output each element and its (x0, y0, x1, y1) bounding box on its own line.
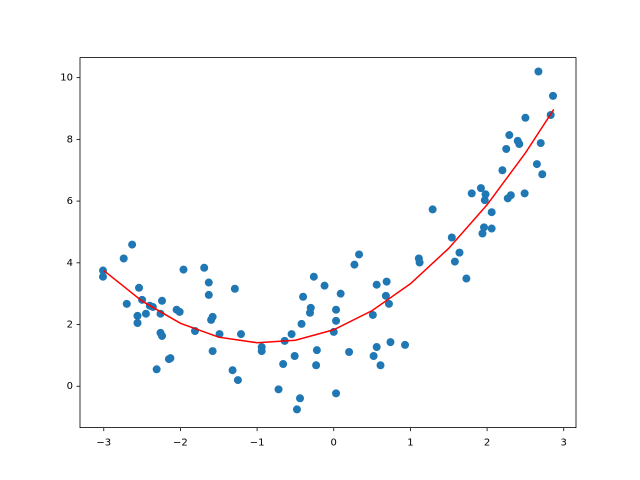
point (296, 394, 305, 403)
point (208, 347, 217, 356)
point (428, 205, 437, 214)
point (156, 309, 165, 318)
point (287, 330, 296, 339)
point (133, 311, 142, 320)
point (320, 281, 329, 290)
point (538, 170, 547, 179)
point (128, 240, 137, 249)
point (415, 258, 424, 267)
point (487, 208, 496, 217)
point (506, 191, 515, 200)
point (312, 346, 321, 355)
point (236, 330, 245, 339)
point (480, 223, 489, 232)
point (233, 376, 242, 385)
x-tick-label: 1 (407, 438, 413, 449)
x-tick-label: 2 (484, 438, 490, 449)
point (369, 352, 378, 361)
point (502, 144, 511, 153)
x-tick-label: −3 (96, 438, 111, 449)
point (345, 347, 354, 356)
point (274, 385, 283, 394)
point (204, 278, 213, 287)
y-tick-label: 10 (60, 73, 73, 84)
point (306, 303, 315, 312)
point (297, 319, 306, 328)
x-tick-label: −1 (250, 438, 265, 449)
point (476, 184, 485, 193)
point (98, 266, 107, 275)
point (200, 263, 209, 272)
point (141, 309, 150, 318)
point (332, 316, 341, 325)
point (520, 189, 529, 198)
point (312, 361, 321, 370)
point (498, 166, 507, 175)
fit-line (103, 109, 555, 344)
point (521, 113, 530, 122)
point (166, 354, 175, 363)
point (372, 343, 381, 352)
point (401, 340, 410, 349)
point (368, 310, 377, 319)
point (450, 257, 459, 266)
point (447, 233, 456, 242)
plot-frame (79, 57, 577, 428)
point (257, 347, 266, 356)
point (98, 272, 107, 281)
point (384, 299, 393, 308)
x-tick-label: −2 (173, 438, 188, 449)
point (515, 140, 524, 149)
point (332, 305, 341, 314)
point (350, 260, 359, 269)
y-tick-label: 2 (67, 320, 73, 331)
point (536, 139, 545, 148)
point (487, 224, 496, 233)
point (376, 361, 385, 370)
point (382, 277, 391, 286)
point (549, 91, 558, 100)
point (309, 272, 318, 281)
point (292, 405, 301, 414)
point (204, 290, 213, 299)
point (534, 67, 543, 76)
point (505, 131, 514, 140)
point (386, 338, 395, 347)
x-tick-label: 3 (561, 438, 567, 449)
y-tick-label: 4 (67, 258, 73, 269)
point (175, 307, 184, 316)
point (467, 189, 476, 198)
point (152, 365, 161, 374)
point (158, 296, 167, 305)
point (158, 331, 167, 340)
point (332, 389, 341, 398)
y-tick-label: 6 (67, 196, 73, 207)
point (480, 196, 489, 205)
point (462, 274, 471, 283)
point (230, 284, 239, 293)
point (372, 280, 381, 289)
point (478, 229, 487, 238)
point (133, 318, 142, 327)
point (455, 248, 464, 257)
x-tick-label: 0 (331, 438, 337, 449)
point (355, 250, 364, 259)
point (208, 312, 217, 321)
point (179, 265, 188, 274)
point (299, 292, 308, 301)
point (279, 360, 288, 369)
point (532, 160, 541, 169)
point (122, 299, 131, 308)
point (119, 254, 128, 263)
point (135, 283, 144, 292)
point (481, 190, 490, 199)
point (290, 352, 299, 361)
point (381, 291, 390, 300)
y-tick-label: 0 (67, 381, 73, 392)
y-tick-label: 8 (67, 134, 73, 145)
point (228, 366, 237, 375)
point (336, 289, 345, 298)
